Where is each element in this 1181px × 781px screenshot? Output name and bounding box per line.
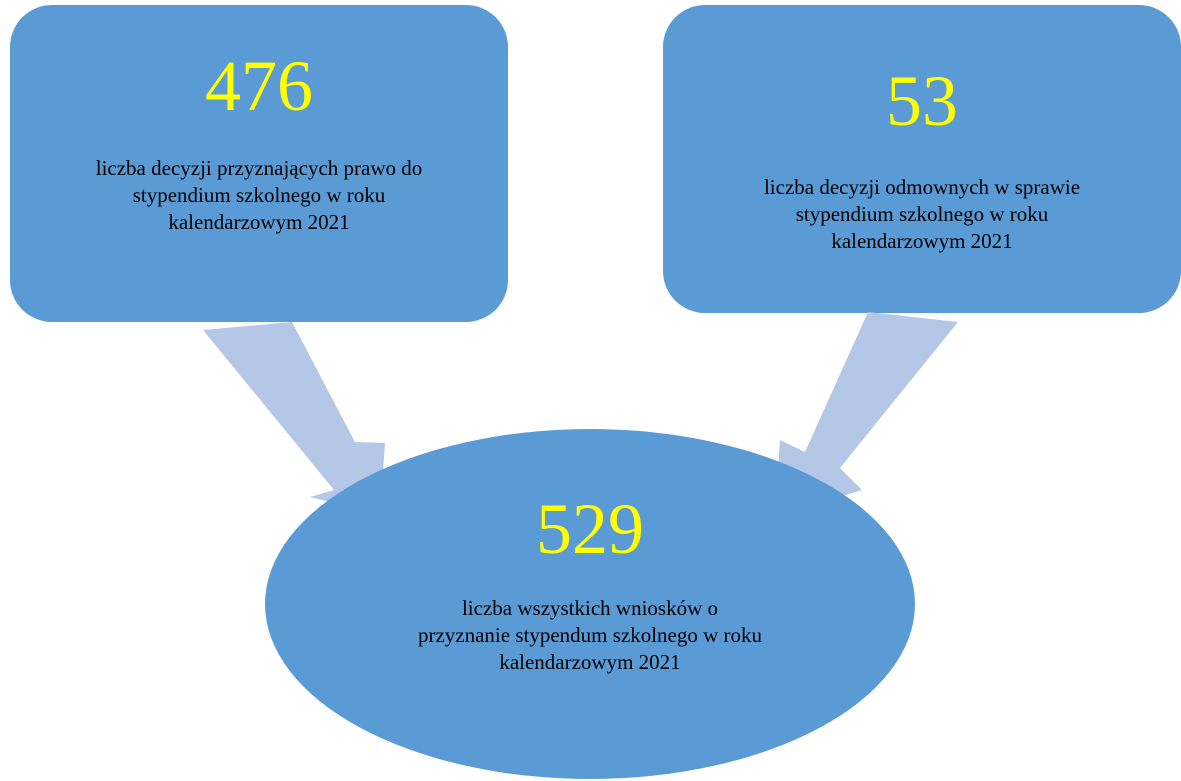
node-value: 53	[886, 61, 958, 141]
box-granted	[10, 5, 508, 322]
node-label: kalendarzowym 2021	[168, 210, 349, 234]
node-label: kalendarzowym 2021	[831, 229, 1012, 253]
node-value: 529	[536, 489, 644, 569]
node-label: liczba decyzji przyznających prawo do	[96, 156, 423, 180]
node-label: liczba decyzji odmownych w sprawie	[764, 175, 1080, 199]
node-value: 476	[205, 46, 313, 126]
node-label: przyznanie stypendum szkolnego w roku	[418, 623, 763, 647]
box-refused	[663, 5, 1181, 313]
node-label: stypendium szkolnego w roku	[133, 183, 386, 207]
node-label: stypendium szkolnego w roku	[796, 202, 1049, 226]
arrow-right	[775, 312, 958, 517]
node-label: liczba wszystkich wniosków o	[462, 596, 718, 620]
ellipse-total	[265, 429, 915, 779]
arrow-left	[203, 322, 385, 515]
node-label: kalendarzowym 2021	[499, 650, 680, 674]
